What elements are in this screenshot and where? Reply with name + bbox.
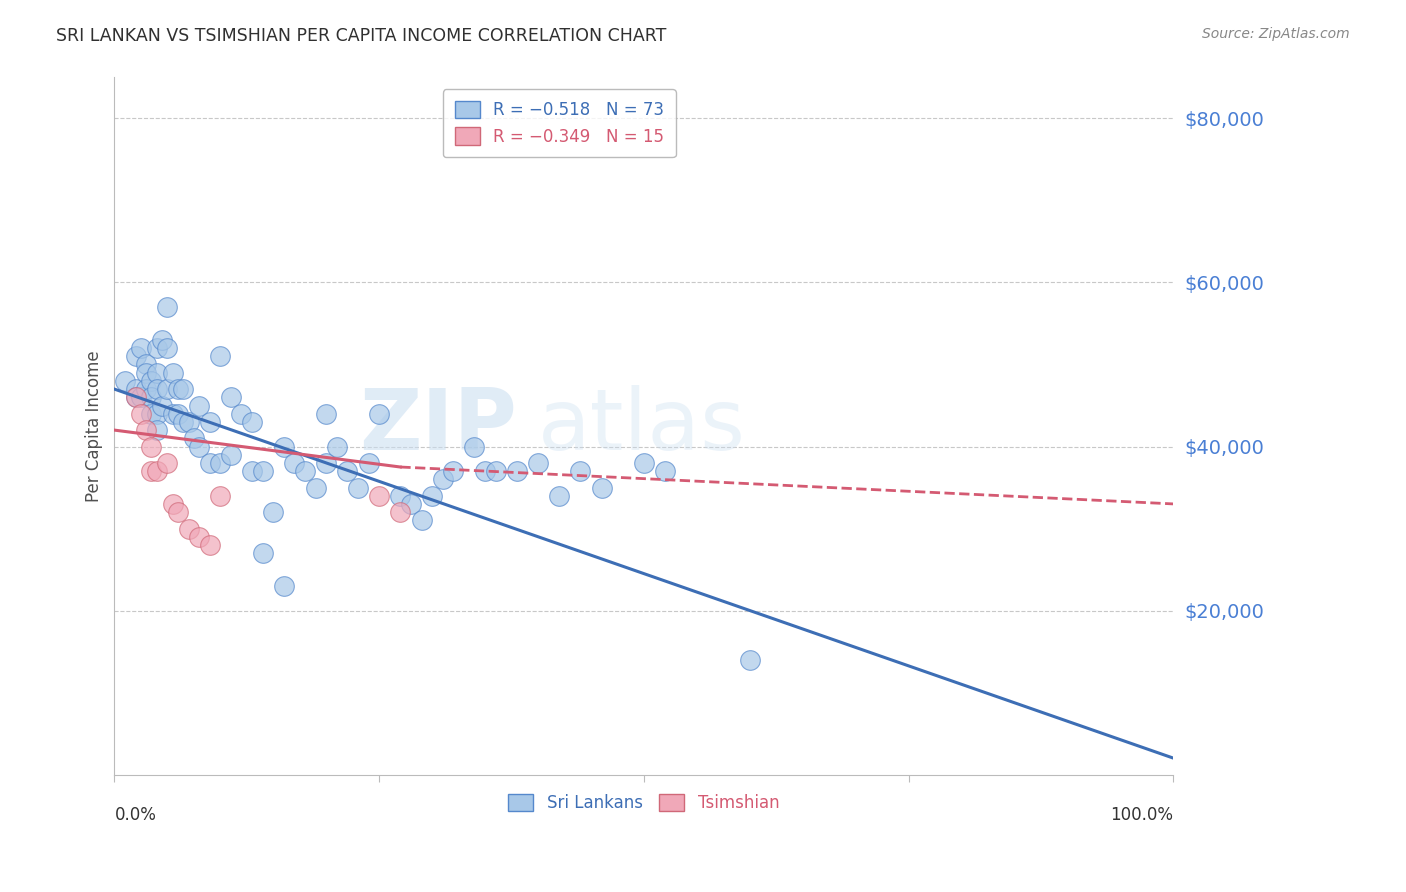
Point — [336, 464, 359, 478]
Point — [569, 464, 592, 478]
Point — [273, 440, 295, 454]
Point — [129, 407, 152, 421]
Point — [156, 300, 179, 314]
Point — [252, 546, 274, 560]
Point — [146, 407, 169, 421]
Point — [124, 390, 146, 404]
Point — [135, 358, 157, 372]
Point — [389, 505, 412, 519]
Text: atlas: atlas — [538, 384, 747, 467]
Point — [209, 349, 232, 363]
Point — [474, 464, 496, 478]
Point — [548, 489, 571, 503]
Point — [198, 456, 221, 470]
Point — [240, 415, 263, 429]
Point — [146, 366, 169, 380]
Point — [262, 505, 284, 519]
Point — [411, 513, 433, 527]
Point — [124, 390, 146, 404]
Point — [156, 382, 179, 396]
Text: 100.0%: 100.0% — [1111, 806, 1174, 824]
Point — [294, 464, 316, 478]
Point — [463, 440, 485, 454]
Point — [209, 456, 232, 470]
Point — [198, 415, 221, 429]
Point — [399, 497, 422, 511]
Point — [162, 497, 184, 511]
Text: 0.0%: 0.0% — [114, 806, 156, 824]
Point — [347, 481, 370, 495]
Point — [146, 464, 169, 478]
Point — [141, 464, 163, 478]
Point — [167, 505, 190, 519]
Text: SRI LANKAN VS TSIMSHIAN PER CAPITA INCOME CORRELATION CHART: SRI LANKAN VS TSIMSHIAN PER CAPITA INCOM… — [56, 27, 666, 45]
Point — [315, 407, 337, 421]
Point — [141, 440, 163, 454]
Point — [172, 382, 194, 396]
Point — [240, 464, 263, 478]
Legend: Sri Lankans, Tsimshian: Sri Lankans, Tsimshian — [502, 787, 786, 819]
Point — [368, 407, 391, 421]
Point — [633, 456, 655, 470]
Point — [219, 390, 242, 404]
Point — [150, 333, 173, 347]
Point — [273, 579, 295, 593]
Point — [156, 341, 179, 355]
Point — [219, 448, 242, 462]
Point — [141, 407, 163, 421]
Point — [135, 382, 157, 396]
Point — [141, 374, 163, 388]
Point — [141, 390, 163, 404]
Point — [172, 415, 194, 429]
Point — [432, 472, 454, 486]
Point — [738, 653, 761, 667]
Point — [156, 456, 179, 470]
Point — [506, 464, 529, 478]
Point — [177, 415, 200, 429]
Point — [188, 530, 211, 544]
Point — [183, 431, 205, 445]
Point — [591, 481, 613, 495]
Y-axis label: Per Capita Income: Per Capita Income — [86, 351, 103, 502]
Point — [420, 489, 443, 503]
Point — [135, 366, 157, 380]
Point — [162, 407, 184, 421]
Text: Source: ZipAtlas.com: Source: ZipAtlas.com — [1202, 27, 1350, 41]
Point — [654, 464, 676, 478]
Point — [389, 489, 412, 503]
Point — [167, 382, 190, 396]
Point — [129, 390, 152, 404]
Point — [209, 489, 232, 503]
Point — [283, 456, 305, 470]
Point — [162, 366, 184, 380]
Point — [124, 382, 146, 396]
Text: ZIP: ZIP — [359, 384, 517, 467]
Point — [485, 464, 508, 478]
Point — [188, 440, 211, 454]
Point — [326, 440, 349, 454]
Point — [167, 407, 190, 421]
Point — [114, 374, 136, 388]
Point — [198, 538, 221, 552]
Point — [304, 481, 326, 495]
Point — [124, 349, 146, 363]
Point — [357, 456, 380, 470]
Point — [146, 341, 169, 355]
Point — [368, 489, 391, 503]
Point — [315, 456, 337, 470]
Point — [252, 464, 274, 478]
Point — [231, 407, 253, 421]
Point — [135, 423, 157, 437]
Point — [150, 399, 173, 413]
Point — [129, 341, 152, 355]
Point — [177, 522, 200, 536]
Point — [527, 456, 550, 470]
Point — [441, 464, 464, 478]
Point — [188, 399, 211, 413]
Point — [146, 423, 169, 437]
Point — [146, 382, 169, 396]
